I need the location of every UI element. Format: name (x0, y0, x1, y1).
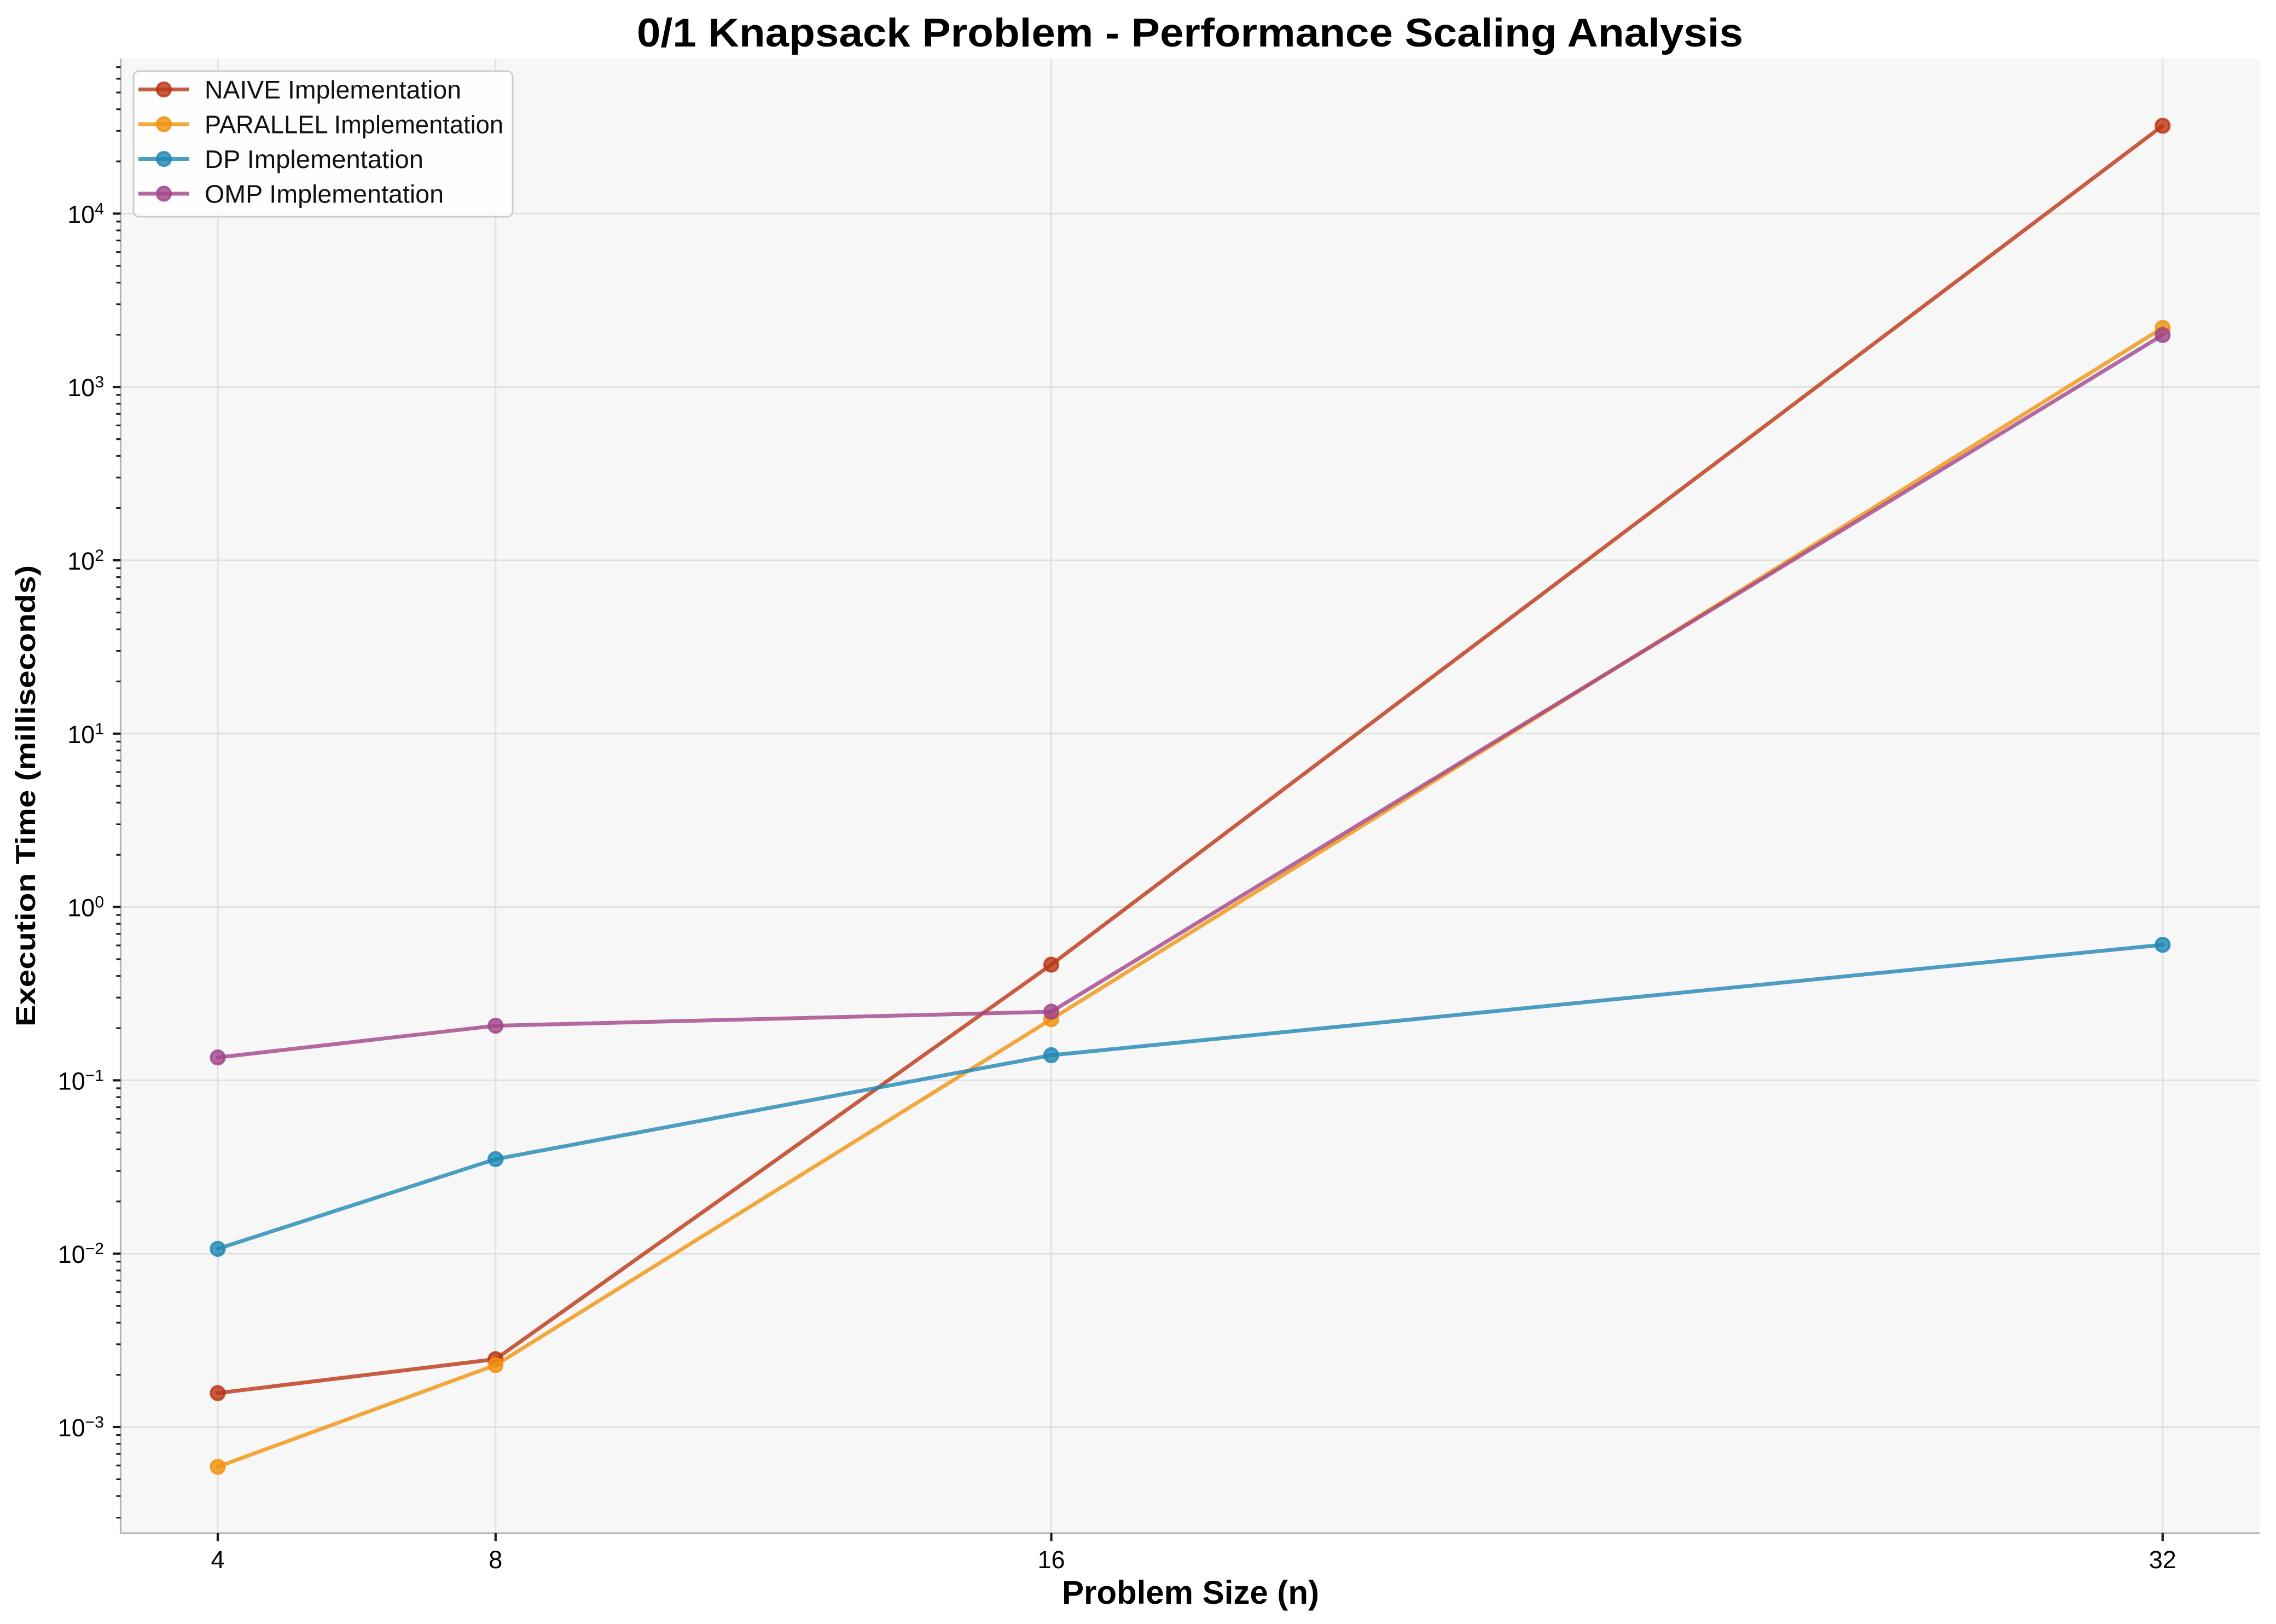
svg-text:Execution Time (milliseconds): Execution Time (milliseconds) (10, 565, 41, 1026)
svg-text:PARALLEL Implementation: PARALLEL Implementation (205, 111, 503, 139)
svg-text:8: 8 (489, 1546, 502, 1574)
svg-text:Problem Size (n): Problem Size (n) (1062, 1574, 1319, 1611)
svg-text:103: 103 (67, 373, 104, 402)
svg-text:0/1 Knapsack Problem - Perform: 0/1 Knapsack Problem - Performance Scali… (637, 11, 1743, 55)
svg-text:32: 32 (2149, 1546, 2176, 1574)
svg-text:10−2: 10−2 (58, 1240, 104, 1268)
svg-text:4: 4 (211, 1546, 224, 1574)
svg-text:OMP Implementation: OMP Implementation (205, 180, 444, 208)
svg-text:101: 101 (67, 720, 104, 749)
svg-text:16: 16 (1037, 1546, 1065, 1574)
svg-text:NAIVE Implementation: NAIVE Implementation (205, 76, 461, 104)
svg-text:DP Implementation: DP Implementation (205, 145, 423, 173)
